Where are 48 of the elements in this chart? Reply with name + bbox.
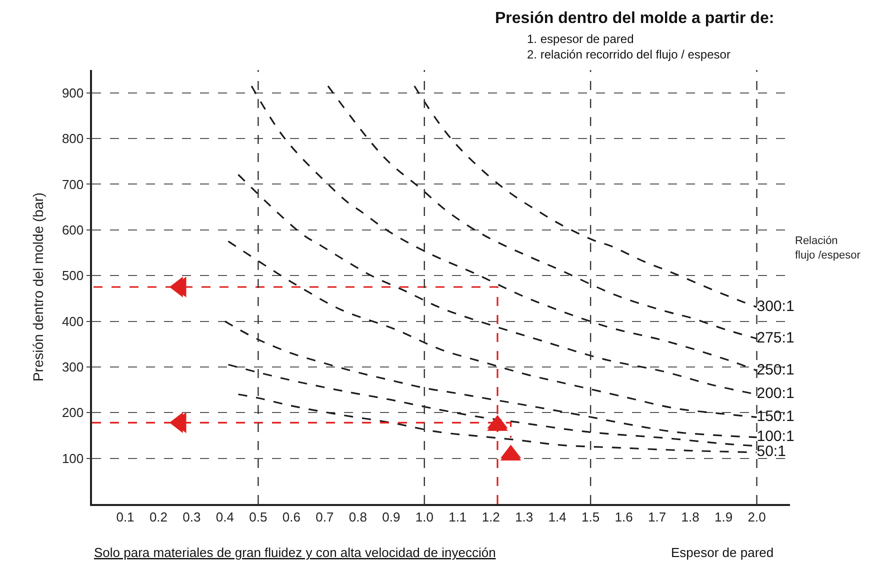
x-tick-label: 1.1 — [448, 509, 467, 524]
x-tick-label: 0.3 — [182, 509, 201, 524]
x-tick-label: 1.0 — [415, 509, 434, 524]
line-series — [237, 394, 758, 454]
x-tick-label: 1.9 — [714, 509, 733, 524]
x-axis-title: Espesor de pared — [671, 545, 774, 560]
y-axis-title: Presión dentro del molde (bar) — [30, 192, 46, 382]
y-tick-label: 100 — [62, 450, 84, 466]
text: Solo para materiales de gran fluidez y con alta velocidad de inyección — [94, 545, 496, 560]
y-tick-label: 900 — [62, 85, 84, 100]
line-series — [327, 85, 758, 340]
x-tick-label: 1.3 — [515, 509, 534, 524]
x-tick-label: 0.5 — [249, 509, 268, 524]
line-series — [414, 85, 758, 308]
x-tick-label: 2.0 — [748, 509, 766, 524]
x-tick-label: 0.9 — [382, 509, 400, 524]
x-tick-label: 1.6 — [614, 509, 633, 524]
series-label: 50:1 — [756, 443, 786, 460]
y-tick-label: 400 — [62, 314, 84, 329]
chart-title: Presión dentro del molde a partir de: — [495, 10, 774, 27]
y-tick-label: 600 — [62, 222, 84, 238]
x-tick-label: 1.2 — [482, 509, 500, 524]
series-label: 300:1 — [756, 298, 794, 315]
y-tick-label: 200 — [62, 405, 84, 420]
x-tick-label: 0.8 — [348, 509, 367, 524]
y-tick-label: 300 — [62, 360, 84, 374]
x-tick-label: 0.4 — [216, 509, 234, 524]
series-label: 150:1 — [756, 408, 794, 425]
x-tick-label: 1.4 — [548, 509, 566, 524]
y-tick-label: 700 — [62, 176, 84, 192]
x-tick-label: 0.2 — [149, 509, 168, 524]
series-label: 200:1 — [756, 385, 794, 402]
chart-subtitle: 1. espesor de pared 2. relación recorrido del flujo / espesor — [527, 32, 730, 62]
x-tick-label: 0.6 — [282, 509, 300, 524]
series-label: 250:1 — [756, 361, 794, 378]
x-tick-label: 0.7 — [316, 509, 334, 524]
legend-title: Relación flujo /espesor — [795, 235, 861, 262]
x-tick-label: 1.8 — [681, 509, 700, 524]
x-tick-label: 1.5 — [582, 509, 600, 524]
line-series — [224, 320, 758, 438]
y-tick-label: 800 — [62, 131, 84, 146]
line-series — [250, 85, 758, 372]
series-label: 275:1 — [756, 329, 794, 346]
y-tick-label: 500 — [62, 268, 84, 284]
x-tick-label: 0.1 — [116, 509, 134, 524]
x-tick-label: 1.7 — [648, 509, 666, 524]
series-label: 100:1 — [756, 428, 794, 446]
line-series — [227, 240, 758, 418]
